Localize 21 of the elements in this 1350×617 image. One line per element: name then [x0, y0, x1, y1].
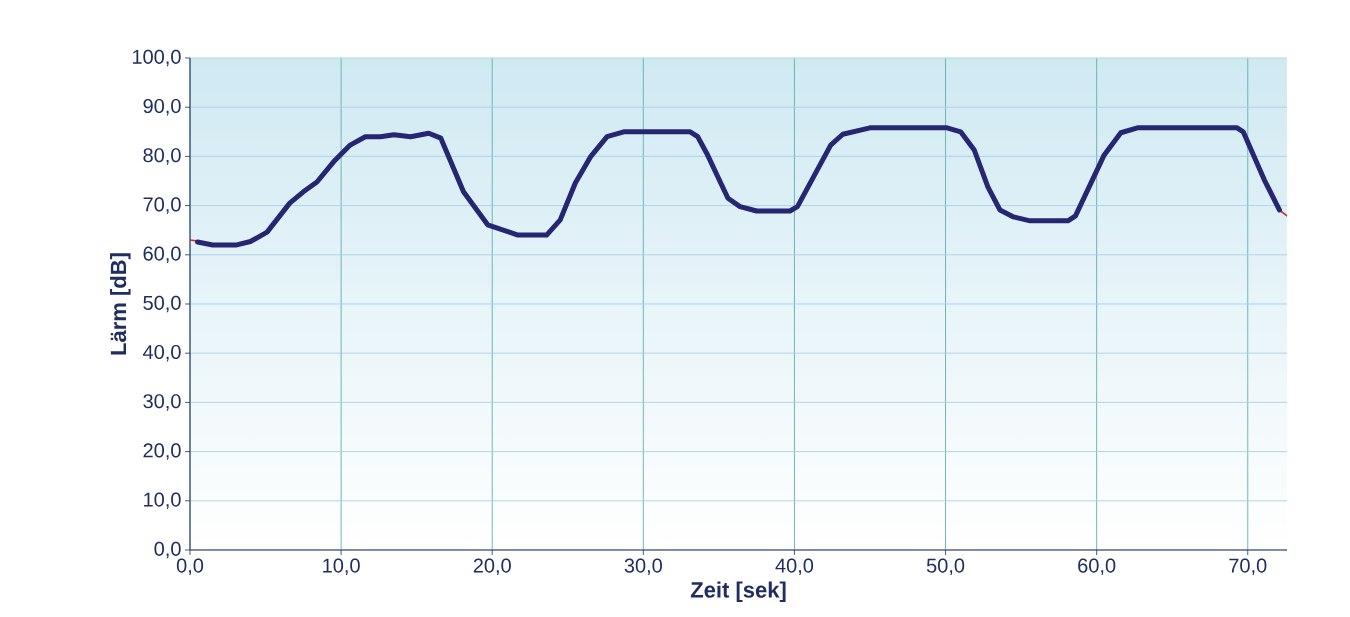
y-tick-label: 40,0: [143, 344, 181, 362]
y-tick-label: 80,0: [143, 148, 181, 165]
x-tick-label: 30,0: [624, 558, 662, 576]
y-tick-label: 30,0: [143, 394, 181, 411]
x-tick-label: 70,0: [1229, 558, 1267, 576]
y-tick-label: 10,0: [144, 492, 181, 510]
x-tick-label: 10,0: [323, 558, 360, 576]
y-tick-label: 90,0: [143, 98, 181, 116]
y-tick-label: 0,0: [154, 541, 181, 559]
y-axis-title: Lärm [dB]: [110, 253, 131, 355]
y-tick-label: 60,0: [143, 246, 181, 264]
y-tick-label: 100,0: [132, 49, 181, 67]
x-tick-label: 20,0: [473, 558, 511, 576]
y-tick-label: 70,0: [143, 197, 181, 214]
x-tick-label: 0,0: [176, 558, 204, 576]
x-tick-label: 40,0: [775, 558, 814, 576]
x-axis-title: Zeit [sek]: [690, 581, 786, 603]
x-tick-label: 50,0: [926, 558, 965, 576]
y-tick-label: 20,0: [143, 443, 181, 460]
y-tick-label: 50,0: [143, 295, 181, 313]
x-tick-label: 60,0: [1078, 558, 1116, 576]
